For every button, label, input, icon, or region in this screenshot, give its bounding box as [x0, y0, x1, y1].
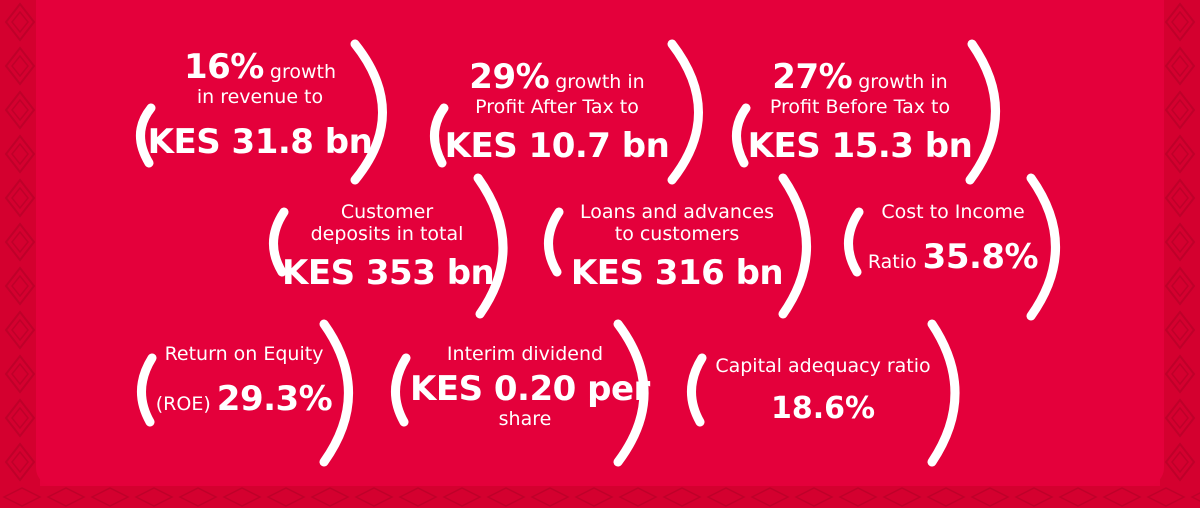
cost-income-prefix: Ratio: [867, 250, 923, 273]
deposits-line-2: deposits in total: [310, 222, 464, 245]
revenue-growth-pct: 16%: [183, 47, 264, 87]
stat-loans-advances: Loans and advances to customers KES 316 …: [535, 172, 820, 322]
deposits-value: KES 353 bn: [282, 252, 495, 293]
stat-cost-to-income: Cost to Income Ratio 35.8%: [835, 172, 1085, 322]
car-value: 18.6%: [770, 390, 876, 426]
loans-line-2: to customers: [614, 222, 740, 245]
bracket-pair: [391, 319, 649, 467]
pbt-value: KES 15.3 bn: [747, 125, 973, 166]
stat-customer-deposits: Customer deposits in total KES 353 bn: [262, 172, 522, 322]
bracket-pair: [430, 39, 703, 185]
pbt-growth-pct: 27%: [772, 57, 853, 97]
dividend-line-3: share: [498, 407, 552, 430]
stat-roe: Return on Equity (ROE) 29.3%: [128, 318, 368, 468]
stat-capital-adequacy: Capital adequacy ratio 18.6%: [678, 318, 978, 468]
dividend-line-1: Interim dividend: [446, 343, 604, 365]
roe-line-1: Return on Equity: [164, 343, 324, 365]
cost-income-value: 35.8%: [922, 236, 1039, 277]
pat-text-1: growth in: [549, 71, 645, 93]
deposits-line-1: Customer: [340, 201, 434, 223]
stat-revenue: 16% growth in revenue to KES 31.8 bn: [125, 38, 395, 188]
pat-text-2: Profit After Tax to: [475, 96, 639, 119]
bracket-pair: [269, 173, 508, 319]
revenue-text-1: growth: [263, 61, 337, 83]
pbt-text-1: growth in: [852, 71, 948, 93]
revenue-text-2: in revenue to: [196, 86, 324, 109]
bracket-pair: [137, 319, 353, 467]
roe-prefix: (ROE): [155, 392, 217, 415]
roe-value: 29.3%: [216, 378, 333, 419]
bracket-pair: [844, 173, 1060, 321]
car-line-1: Capital adequacy ratio: [715, 355, 931, 377]
pat-growth-pct: 29%: [469, 57, 550, 97]
cost-income-line-1: Cost to Income: [881, 201, 1025, 223]
bracket-pair: [687, 319, 960, 467]
left-pattern-border: [0, 0, 40, 508]
stat-interim-dividend: Interim dividend KES 0.20 per share: [380, 318, 670, 468]
bottom-pattern-border: [0, 486, 1200, 508]
pat-value: KES 10.7 bn: [444, 125, 670, 166]
main-panel: [36, 0, 1164, 486]
revenue-value: KES 31.8 bn: [147, 121, 373, 162]
dividend-value: KES 0.20 per: [410, 368, 650, 409]
right-pattern-border: [1160, 0, 1200, 508]
bracket-pair: [136, 39, 387, 185]
bracket-pair: [732, 39, 1000, 185]
stat-profit-after-tax: 29% growth in Profit After Tax to KES 10…: [420, 38, 710, 188]
pbt-text-2: Profit Before Tax to: [769, 96, 951, 119]
loans-line-1: Loans and advances: [580, 201, 774, 223]
stat-profit-before-tax: 27% growth in Profit Before Tax to KES 1…: [720, 38, 1010, 188]
loans-value: KES 316 bn: [570, 252, 784, 293]
bracket-pair: [544, 173, 811, 319]
